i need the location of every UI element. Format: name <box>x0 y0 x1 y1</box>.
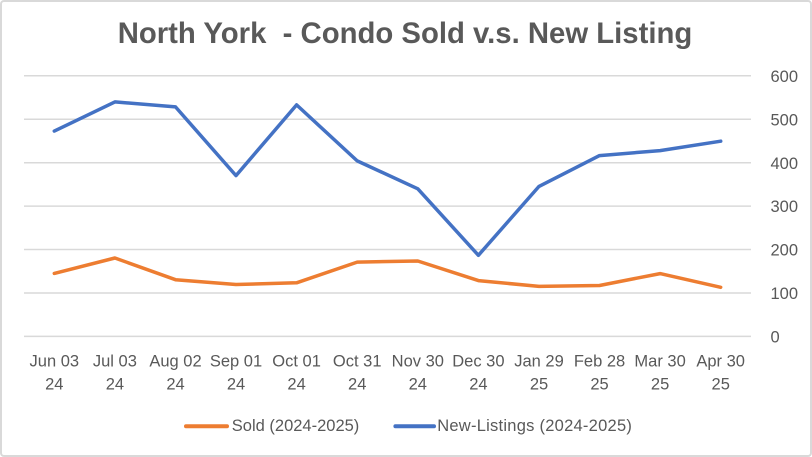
svg-text:Apr 30: Apr 30 <box>696 353 745 371</box>
svg-text:Sep 01: Sep 01 <box>210 353 262 371</box>
svg-text:Oct 01: Oct 01 <box>272 353 321 371</box>
svg-text:0: 0 <box>771 329 780 347</box>
svg-text:500: 500 <box>771 111 799 129</box>
svg-text:24: 24 <box>227 375 245 393</box>
svg-text:24: 24 <box>45 375 63 393</box>
svg-text:Feb 28: Feb 28 <box>574 353 625 371</box>
svg-text:24: 24 <box>469 375 487 393</box>
svg-text:25: 25 <box>530 375 548 393</box>
svg-text:Jun 03: Jun 03 <box>30 353 80 371</box>
svg-text:24: 24 <box>409 375 427 393</box>
svg-text:24: 24 <box>287 375 305 393</box>
svg-text:Aug 02: Aug 02 <box>149 353 201 371</box>
svg-text:400: 400 <box>771 155 799 173</box>
svg-text:Mar 30: Mar 30 <box>634 353 685 371</box>
svg-text:Nov 30: Nov 30 <box>392 353 444 371</box>
svg-text:600: 600 <box>771 68 799 86</box>
svg-text:200: 200 <box>771 242 799 260</box>
svg-text:100: 100 <box>771 285 799 303</box>
svg-text:New-Listings (2024-2025): New-Listings (2024-2025) <box>437 417 632 435</box>
svg-text:Dec 30: Dec 30 <box>452 353 504 371</box>
svg-text:Oct 31: Oct 31 <box>333 353 382 371</box>
svg-text:Sold (2024-2025): Sold (2024-2025) <box>232 417 360 435</box>
svg-text:Jan 29: Jan 29 <box>514 353 564 371</box>
svg-text:Jul 03: Jul 03 <box>93 353 137 371</box>
svg-text:24: 24 <box>348 375 366 393</box>
svg-text:24: 24 <box>166 375 184 393</box>
svg-text:25: 25 <box>651 375 669 393</box>
svg-text:25: 25 <box>590 375 608 393</box>
svg-text:300: 300 <box>771 198 799 216</box>
svg-text:24: 24 <box>106 375 124 393</box>
svg-text:25: 25 <box>712 375 730 393</box>
svg-text:North York - Condo Sold v.s.: North York - Condo Sold v.s. New Listing <box>118 17 693 50</box>
